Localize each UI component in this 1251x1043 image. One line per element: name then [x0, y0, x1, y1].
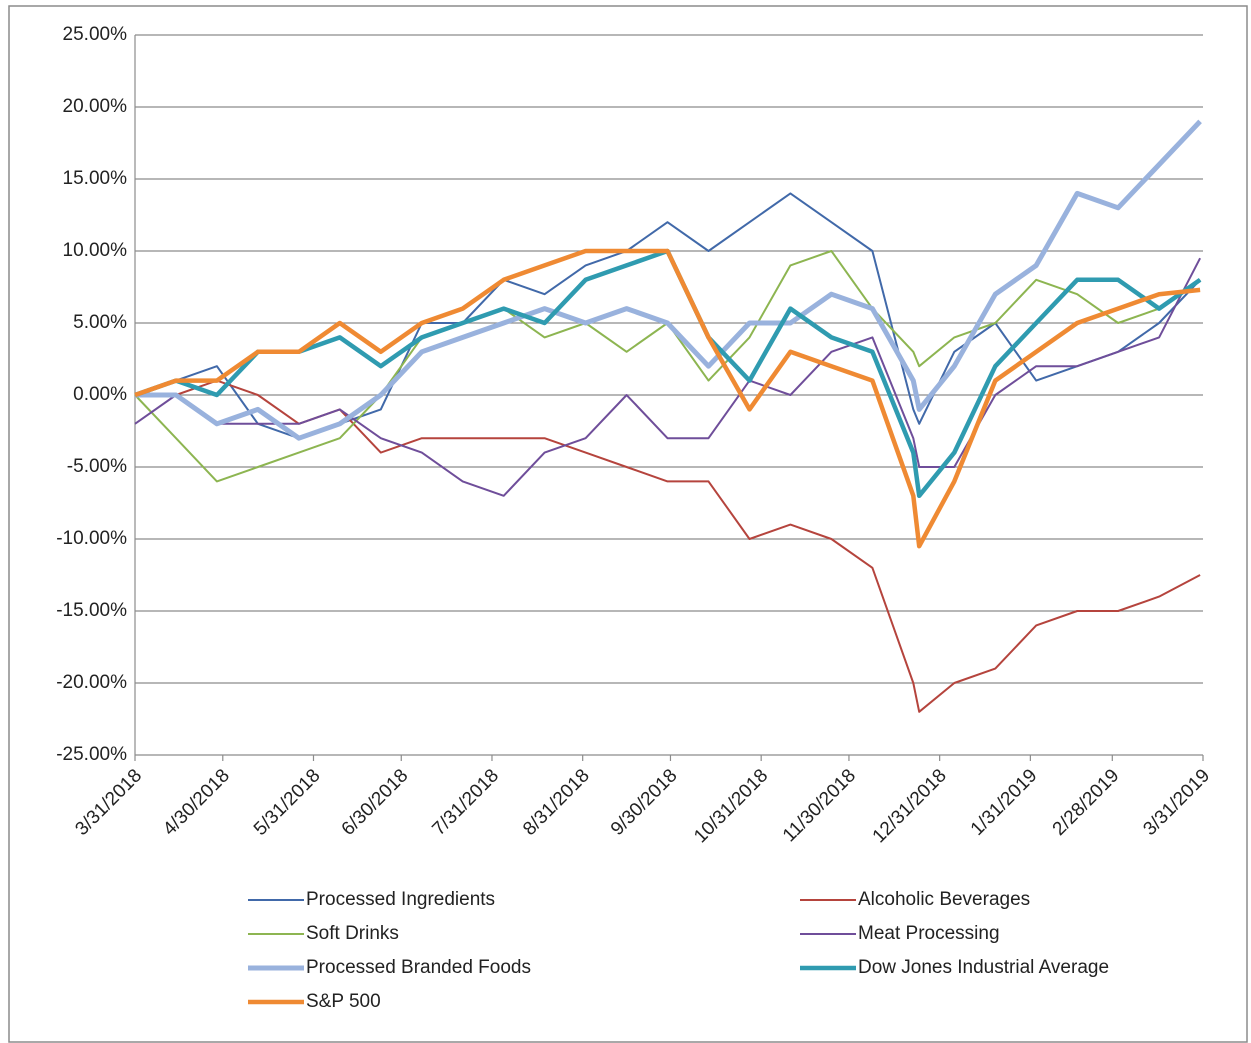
y-tick-label: 20.00%: [63, 96, 128, 117]
series-line: [134, 248, 1201, 549]
y-tick-label: 5.00%: [73, 312, 127, 333]
chart-frame: [8, 5, 1248, 1043]
series-line: [135, 119, 1202, 441]
series-line: [134, 250, 1201, 483]
y-tick-label: -10.00%: [56, 528, 127, 549]
series-line: [134, 257, 1201, 497]
legend-label: Processed Ingredients: [306, 889, 495, 910]
y-tick-label: -20.00%: [56, 672, 127, 693]
y-tick-label: -5.00%: [67, 456, 127, 477]
y-tick-label: 10.00%: [63, 240, 128, 261]
legend-label: Processed Branded Foods: [306, 957, 531, 978]
legend-label: Soft Drinks: [306, 923, 399, 944]
legend-label: Alcoholic Beverages: [858, 889, 1030, 910]
y-tick-label: 25.00%: [63, 24, 128, 45]
y-tick-label: -25.00%: [56, 744, 127, 765]
y-tick-label: -15.00%: [56, 600, 127, 621]
y-tick-label: 15.00%: [63, 168, 128, 189]
legend-label: Meat Processing: [858, 923, 1000, 944]
y-tick-label: 0.00%: [73, 384, 127, 405]
legend-label: Dow Jones Industrial Average: [858, 957, 1109, 978]
legend-label: S&P 500: [306, 991, 381, 1012]
